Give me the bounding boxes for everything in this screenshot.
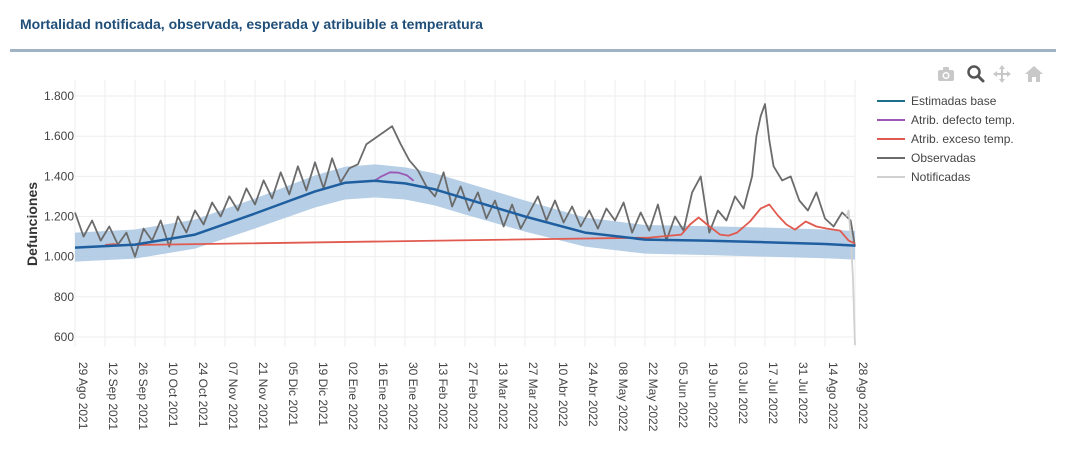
x-tick-label: 30 Ene 2022: [406, 362, 420, 430]
x-tick-label: 22 May 2022: [646, 362, 660, 432]
series-notificadas-line: [845, 209, 856, 346]
x-tick-label: 26 Sep 2021: [136, 362, 150, 430]
legend-item[interactable]: Observadas: [911, 151, 976, 165]
x-tick-label: 28 Ago 2022: [856, 362, 870, 430]
x-tick-label: 03 Jul 2022: [736, 362, 750, 424]
x-tick-label: 12 Sep 2021: [106, 362, 120, 430]
x-tick-label: 02 Ene 2022: [346, 362, 360, 430]
zoom-icon[interactable]: [966, 64, 986, 84]
y-tick-label: 600: [54, 330, 74, 344]
pan-icon[interactable]: [992, 64, 1012, 84]
x-tick-label: 31 Jul 2022: [796, 362, 810, 424]
x-tick-label: 05 Jun 2022: [676, 362, 690, 428]
x-tick-label: 27 Mar 2022: [526, 362, 540, 430]
y-tick-label: 800: [54, 290, 74, 304]
chart-series: [74, 103, 856, 346]
x-tick-label: 24 Abr 2022: [586, 362, 600, 427]
x-tick-label: 27 Feb 2022: [466, 362, 480, 430]
legend-item[interactable]: Notificadas: [911, 170, 970, 184]
legend-item[interactable]: Atrib. defecto temp.: [911, 113, 1015, 127]
y-axis: 600 800 1.000 1.200 1.400 1.600 1.800: [44, 89, 74, 344]
x-tick-label: 17 Jul 2022: [766, 362, 780, 424]
page-title: Mortalidad notificada, observada, espera…: [20, 16, 483, 32]
series-observadas-line: [74, 103, 856, 258]
series-estimadas-base-line: [74, 179, 856, 249]
legend: Estimadas base Atrib. defecto temp. Atrib.…: [877, 94, 1015, 184]
series-atrib-defecto-temp-line: [374, 171, 415, 182]
y-tick-label: 1.800: [44, 89, 74, 103]
x-tick-label: 10 Abr 2022: [556, 362, 570, 427]
x-tick-label: 07 Nov 2021: [226, 362, 240, 430]
x-tick-label: 21 Nov 2021: [256, 362, 270, 430]
x-tick-label: 14 Ago 2022: [826, 362, 840, 430]
legend-item[interactable]: Atrib. exceso temp.: [911, 132, 1014, 146]
chart-modebar: [930, 64, 1050, 84]
legend-item[interactable]: Estimadas base: [911, 94, 997, 108]
x-tick-label: 19 Dic 2021: [316, 362, 330, 426]
y-tick-label: 1.400: [44, 169, 74, 183]
x-tick-label: 19 Jun 2022: [706, 362, 720, 428]
y-tick-label: 1.600: [44, 129, 74, 143]
x-tick-label: 16 Ene 2022: [376, 362, 390, 430]
y-tick-label: 1.200: [44, 210, 74, 224]
y-axis-label: Defunciones: [24, 182, 40, 266]
x-axis: 29 Ago 2021 12 Sep 2021 26 Sep 2021 10 Oct …: [76, 362, 870, 432]
x-tick-label: 13 Mar 2022: [496, 362, 510, 430]
x-tick-label: 29 Ago 2021: [76, 362, 90, 430]
series-atrib-exceso-temp-line: [104, 203, 856, 247]
home-icon[interactable]: [1024, 64, 1044, 84]
x-tick-label: 10 Oct 2021: [166, 362, 180, 428]
camera-icon[interactable]: [936, 64, 956, 84]
x-tick-label: 13 Feb 2022: [436, 362, 450, 430]
x-tick-label: 24 Oct 2021: [196, 362, 210, 428]
title-divider: [10, 49, 1056, 52]
y-tick-label: 1.000: [44, 250, 74, 264]
x-tick-label: 08 May 2022: [616, 362, 630, 432]
x-tick-label: 05 Dic 2021: [286, 362, 300, 426]
